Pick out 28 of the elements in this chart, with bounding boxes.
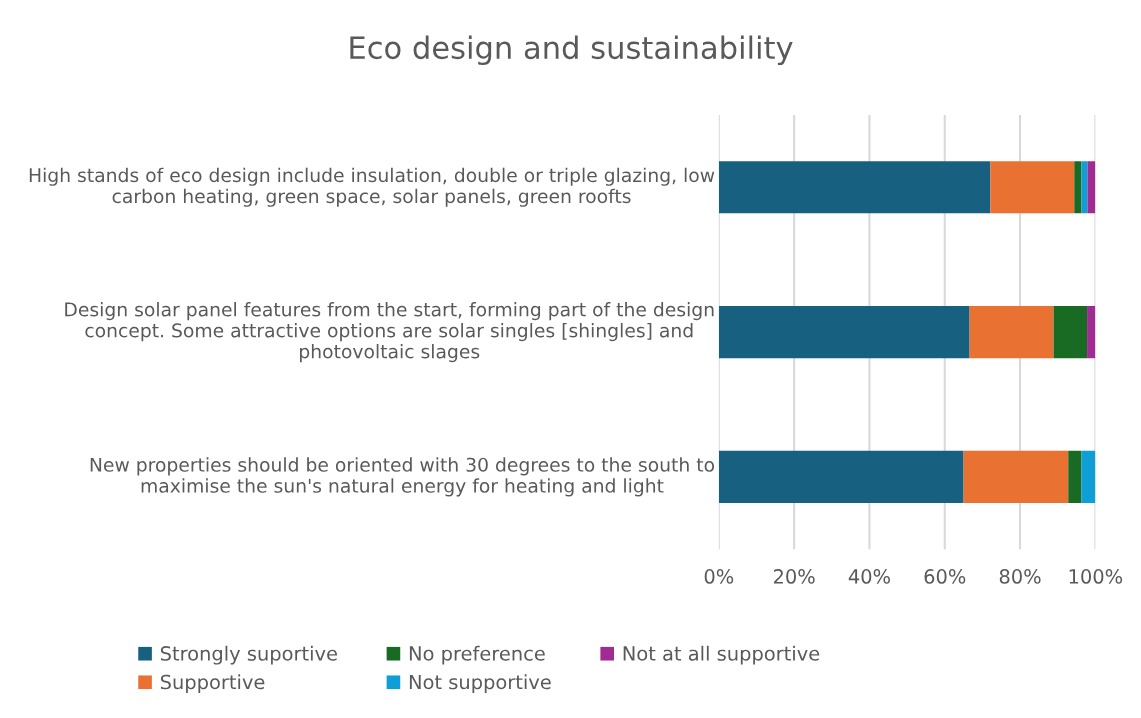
bar <box>1081 161 1088 214</box>
y-tick-label: Design solar panel features from the start, forming part of the design concept. Some attractive options are solar singles [shingles] and photovoltaic slages <box>65 302 714 363</box>
bar <box>990 161 1075 214</box>
legend-label: Not at all supportive <box>623 645 820 665</box>
bar <box>969 306 1054 359</box>
bar <box>1081 450 1096 503</box>
bar <box>718 306 970 359</box>
x-tick-label: 0% <box>704 569 734 584</box>
legend-label: Supportive <box>160 674 265 694</box>
bar <box>1087 161 1096 214</box>
legend-label: No preference <box>409 645 545 665</box>
legend-label: Not supportive <box>409 674 551 694</box>
bar <box>1074 161 1082 214</box>
y-tick-label: High stands of eco design include insulation, double or triple glazing, low carbon heating, green space, solar panels, green roofts <box>29 167 715 207</box>
x-tick-label: 80% <box>999 569 1041 584</box>
bar <box>1053 306 1088 359</box>
bar <box>718 450 964 503</box>
chart-title: Eco design and sustainability <box>350 35 793 66</box>
bar <box>1068 450 1082 503</box>
x-tick-label: 100% <box>1069 569 1123 584</box>
bar <box>1087 306 1096 359</box>
bar <box>718 161 991 214</box>
y-tick-label: New properties should be oriented with 30 degrees to the south to maximise the sun's natural energy for heating and light <box>90 457 715 497</box>
x-tick-label: 60% <box>924 569 966 584</box>
bar <box>963 450 1069 503</box>
x-tick-label: 20% <box>773 569 815 584</box>
x-tick-label: 40% <box>848 569 890 584</box>
legend-label: Strongly suportive <box>160 645 337 665</box>
